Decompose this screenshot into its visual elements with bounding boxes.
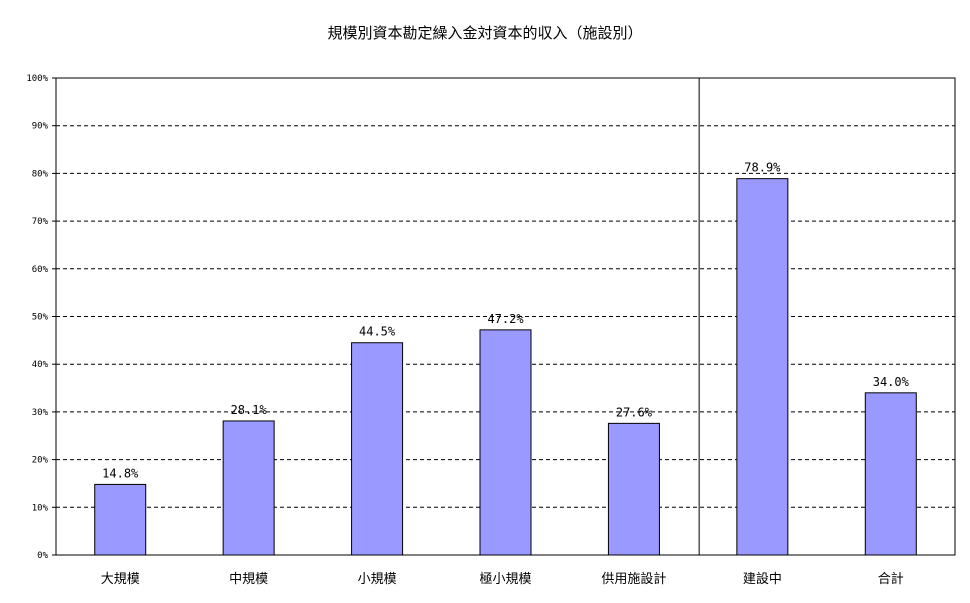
x-tick-label: 供用施設計 [601, 571, 666, 587]
data-label: 44.5% [359, 325, 396, 339]
data-label: 14.8% [102, 466, 139, 480]
data-label: 27.6% [616, 405, 653, 419]
y-tick-label: 10% [32, 503, 49, 513]
bar [864, 392, 917, 556]
bar [94, 483, 147, 556]
y-tick-label: 20% [32, 456, 49, 466]
x-tick-label: 中規模 [229, 572, 268, 587]
y-tick-label: 80% [32, 169, 49, 179]
bar [222, 420, 275, 556]
data-label: 78.9% [744, 161, 781, 175]
y-tick-label: 0% [37, 551, 48, 561]
data-label: 28.1% [231, 403, 268, 417]
x-tick-label: 小規模 [358, 572, 397, 587]
y-tick-label: 70% [32, 217, 49, 227]
x-tick-label: 建設中 [743, 571, 782, 587]
bar [351, 342, 404, 556]
data-label: 34.0% [873, 375, 910, 389]
data-label: 47.2% [487, 312, 524, 326]
x-tick-label: 大規模 [101, 572, 140, 587]
plot-area: 0% 10% 20% 30% 40% 50% 60% 70% 80% 90% 100% 14.8% 大規… [26, 74, 956, 587]
y-tick-label: 50% [32, 313, 49, 323]
x-tick-label: 極小規模 [479, 571, 531, 587]
y-tick-label: 30% [32, 408, 49, 418]
y-tick-label: 40% [32, 360, 49, 370]
y-tick-label: 60% [32, 265, 49, 275]
x-tick-label: 合計 [878, 571, 904, 587]
y-tick-label: 100% [26, 74, 48, 84]
y-tick-label: 90% [32, 122, 49, 132]
bar [479, 329, 532, 556]
bar [607, 422, 660, 556]
bar [736, 178, 789, 556]
chart-title: 規模別資本勘定繰入金対資本的収入（施設別） [327, 24, 642, 42]
